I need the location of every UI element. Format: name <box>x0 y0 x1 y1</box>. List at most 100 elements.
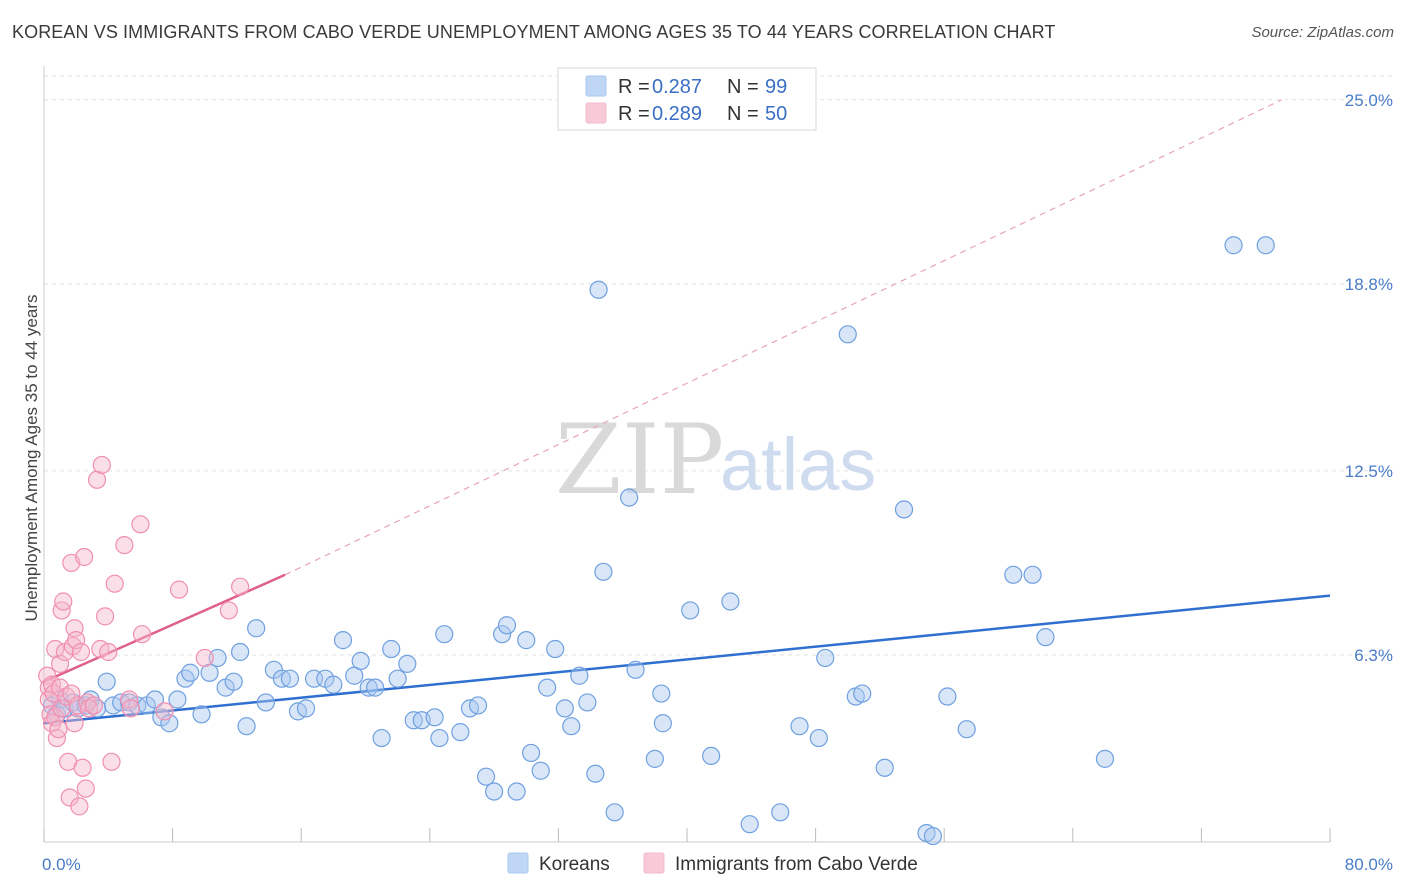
korean-point-80 <box>721 592 740 611</box>
korean-point-69 <box>586 764 605 783</box>
korean-point-23 <box>208 648 227 668</box>
korean-point-98 <box>1095 749 1115 768</box>
korean-point-74 <box>626 660 645 679</box>
cabo-verde-point-46 <box>132 625 152 644</box>
korean-point-92 <box>923 826 943 846</box>
korean-point-82 <box>771 803 790 822</box>
cabo-verde-point-10 <box>49 720 68 739</box>
legend-n-value-cabo-verde: 50 <box>765 103 787 125</box>
cabo-verde-point-11 <box>50 654 70 673</box>
chart-title: KOREAN VS IMMIGRANTS FROM CABO VERDE UNE… <box>12 22 1056 42</box>
korean-point-19 <box>176 669 195 688</box>
cabo-verde-point-28 <box>71 642 91 662</box>
bottom-legend-swatch-koreans <box>507 852 529 874</box>
trend-lines <box>43 99 1331 725</box>
y-tick-label-2: 18.8% <box>1345 275 1393 294</box>
cabo-verde-point-38 <box>95 607 115 626</box>
korean-point-27 <box>237 717 256 736</box>
korean-point-96 <box>1023 565 1042 584</box>
cabo-verde-point-2 <box>39 690 58 709</box>
legend-r-label-koreans: R = <box>618 76 650 98</box>
x-tick-label-0: 0.0% <box>42 855 81 874</box>
korean-point-85 <box>816 648 835 668</box>
bottom-legend: Koreans Immigrants from Cabo Verde <box>507 852 918 875</box>
korean-point-64 <box>546 639 565 659</box>
korean-point-59 <box>507 782 526 801</box>
cabo-verde-point-12 <box>50 678 70 697</box>
korean-point-77 <box>653 714 672 733</box>
korean-point-44 <box>382 639 401 659</box>
korean-point-81 <box>740 815 759 834</box>
watermark-zip: ZIP <box>555 404 724 516</box>
korean-point-66 <box>562 717 581 736</box>
cabo-verde-point-29 <box>73 758 92 777</box>
korean-point-58 <box>497 616 517 635</box>
korean-point-60 <box>517 631 536 650</box>
trend-line-1 <box>43 573 286 683</box>
korean-point-89 <box>875 758 894 777</box>
source-label: Source: ZipAtlas.com <box>1251 24 1394 41</box>
cabo-verde-point-25 <box>67 631 86 650</box>
korean-point-21 <box>192 705 211 724</box>
korean-point-15 <box>145 690 165 709</box>
korean-point-28 <box>247 619 266 638</box>
korean-point-52 <box>451 723 470 742</box>
legend-r-value-cabo-verde: 0.289 <box>652 103 702 125</box>
korean-point-50 <box>430 728 449 748</box>
korean-point-88 <box>853 684 872 703</box>
cabo-verde-point-48 <box>169 580 189 599</box>
korean-point-25 <box>224 672 243 691</box>
cabo-verde-point-34 <box>84 696 103 715</box>
korean-point-55 <box>476 767 496 786</box>
korean-point-75 <box>645 749 664 768</box>
cabo-verde-point-39 <box>99 642 118 662</box>
korean-point-99 <box>1224 236 1243 255</box>
korean-point-45 <box>388 669 407 688</box>
korean-point-79 <box>702 746 721 765</box>
korean-point-73 <box>620 488 639 507</box>
cabo-verde-point-24 <box>65 714 84 733</box>
korean-point-63 <box>538 678 557 697</box>
y-tick-label-3: 25.0% <box>1345 91 1393 110</box>
korean-point-26 <box>231 642 250 662</box>
korean-point-90 <box>894 500 914 519</box>
cabo-verde-point-44 <box>121 699 140 718</box>
watermark: ZIP atlas <box>555 404 876 516</box>
korean-point-41 <box>359 678 378 697</box>
korean-point-78 <box>681 601 700 620</box>
korean-point-9 <box>97 672 116 691</box>
y-tick-labels: 6.3% 12.5% 18.8% 25.0% <box>1345 91 1393 665</box>
korean-point-97 <box>1036 628 1055 647</box>
trend-extension-1 <box>284 99 1283 576</box>
cabo-verde-point-33 <box>79 699 99 718</box>
korean-point-42 <box>366 678 385 697</box>
cabo-verde-point-27 <box>70 797 89 816</box>
korean-point-38 <box>333 631 353 650</box>
cabo-verde-point-49 <box>195 648 214 668</box>
y-tick-label-0: 6.3% <box>1354 646 1393 665</box>
korean-point-84 <box>809 728 828 748</box>
korean-point-72 <box>605 803 624 822</box>
y-tick-label-1: 12.5% <box>1345 462 1393 481</box>
y-axis-label: Unemployment Among Ages 35 to 44 years <box>22 295 41 622</box>
legend-r-label-cabo-verde: R = <box>618 103 650 125</box>
legend-r-value-koreans: 0.287 <box>652 76 702 98</box>
korean-point-83 <box>790 717 809 736</box>
legend-n-value-koreans: 99 <box>765 76 787 98</box>
axes <box>43 66 1331 843</box>
korean-point-40 <box>351 651 370 670</box>
korean-point-86 <box>838 325 857 344</box>
cabo-verde-point-30 <box>75 547 94 567</box>
korean-point-18 <box>168 690 187 709</box>
legend-n-label-koreans: N = <box>727 76 759 98</box>
trend-line-0 <box>43 594 1331 725</box>
korean-point-57 <box>493 625 512 644</box>
korean-point-61 <box>521 743 541 763</box>
legend-n-label-cabo-verde: N = <box>727 103 759 125</box>
korean-point-76 <box>652 684 671 703</box>
data-points <box>38 236 1275 846</box>
cabo-verde-point-8 <box>46 708 65 727</box>
korean-point-70 <box>589 280 608 299</box>
korean-point-32 <box>280 669 300 688</box>
cabo-verde-point-41 <box>105 574 124 593</box>
